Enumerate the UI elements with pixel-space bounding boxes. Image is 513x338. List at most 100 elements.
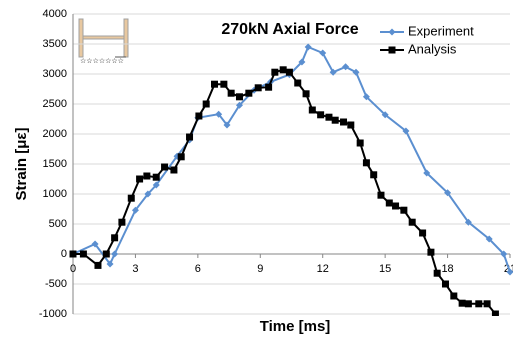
marker <box>433 269 441 277</box>
marker <box>285 68 293 76</box>
marker <box>464 218 472 226</box>
marker <box>419 229 427 237</box>
y-tick-label: 1500 <box>43 158 67 170</box>
marker <box>408 218 416 226</box>
plot-area <box>69 43 513 316</box>
marker <box>211 80 219 88</box>
y-tick-label: 3500 <box>43 38 67 50</box>
x-tick-label: 15 <box>379 263 391 275</box>
marker <box>319 49 327 57</box>
marker <box>331 116 339 124</box>
marker <box>223 121 231 129</box>
marker <box>152 173 160 181</box>
marker <box>427 248 435 256</box>
marker <box>79 250 87 258</box>
marker <box>271 68 279 76</box>
marker <box>485 235 493 243</box>
marker <box>370 171 378 179</box>
marker <box>475 300 483 308</box>
marker <box>347 121 355 129</box>
x-tick-label: 6 <box>195 263 201 275</box>
marker <box>294 79 302 87</box>
marker <box>111 250 119 258</box>
marker <box>377 191 385 199</box>
marker <box>279 66 287 74</box>
marker <box>235 101 243 109</box>
marker <box>106 260 114 268</box>
series-line <box>73 68 497 315</box>
svg-text:☆☆☆☆☆☆☆: ☆☆☆☆☆☆☆ <box>80 57 124 65</box>
marker <box>220 80 228 88</box>
x-tick-label: 0 <box>70 263 76 275</box>
chart-title: 270kN Axial Force <box>221 21 358 38</box>
marker <box>245 89 253 97</box>
marker <box>423 169 431 177</box>
marker <box>385 199 393 207</box>
marker <box>195 112 203 120</box>
marker <box>362 159 370 167</box>
marker <box>102 250 110 258</box>
y-tick-label: 2500 <box>43 98 67 110</box>
marker <box>144 190 152 198</box>
marker <box>118 218 126 226</box>
marker <box>352 68 360 76</box>
marker <box>329 68 337 76</box>
marker <box>304 43 312 51</box>
marker <box>265 83 273 91</box>
marker <box>308 106 316 114</box>
y-tick-label: 500 <box>49 218 67 230</box>
marker <box>111 234 119 242</box>
marker <box>444 189 452 197</box>
x-tick-label: 18 <box>441 263 453 275</box>
marker <box>402 127 410 135</box>
marker <box>317 111 325 119</box>
series-line <box>72 45 511 273</box>
marker <box>186 133 194 141</box>
marker <box>215 110 223 118</box>
marker <box>235 93 243 101</box>
marker <box>161 163 169 171</box>
marker <box>325 113 333 121</box>
marker <box>340 118 348 126</box>
x-tick-label: 12 <box>317 263 329 275</box>
marker <box>441 280 449 288</box>
marker <box>506 268 513 276</box>
y-tick-label: -500 <box>45 278 67 290</box>
y-axis-title: Strain [με] <box>13 128 30 201</box>
inset-icon: ☆☆☆☆☆☆☆ <box>78 18 129 65</box>
marker <box>69 250 77 258</box>
marker <box>458 299 466 307</box>
marker <box>450 292 458 300</box>
legend-label: Experiment <box>408 23 474 38</box>
marker <box>254 84 262 92</box>
marker <box>500 250 508 258</box>
marker <box>464 300 472 308</box>
marker <box>91 240 99 248</box>
marker <box>152 181 160 189</box>
marker <box>483 300 491 308</box>
marker <box>127 194 135 202</box>
marker <box>392 202 400 210</box>
x-tick-label: 3 <box>132 263 138 275</box>
marker <box>143 172 151 180</box>
y-tick-label: 2000 <box>43 128 67 140</box>
y-tick-label: 3000 <box>43 68 67 80</box>
marker <box>170 166 178 174</box>
y-tick-label: 4000 <box>43 8 67 20</box>
marker <box>131 206 139 214</box>
marker <box>362 93 370 101</box>
x-tick-label: 9 <box>257 263 263 275</box>
marker <box>342 63 350 71</box>
x-axis-title: Time [ms] <box>260 318 331 335</box>
y-tick-label: 0 <box>61 248 67 260</box>
marker <box>136 175 144 183</box>
marker <box>298 58 306 66</box>
marker <box>202 100 210 108</box>
legend-marker <box>388 46 396 54</box>
legend-marker <box>388 28 396 36</box>
marker <box>177 153 185 161</box>
marker <box>356 139 364 147</box>
y-tick-label: 1000 <box>43 188 67 200</box>
marker <box>227 89 235 97</box>
